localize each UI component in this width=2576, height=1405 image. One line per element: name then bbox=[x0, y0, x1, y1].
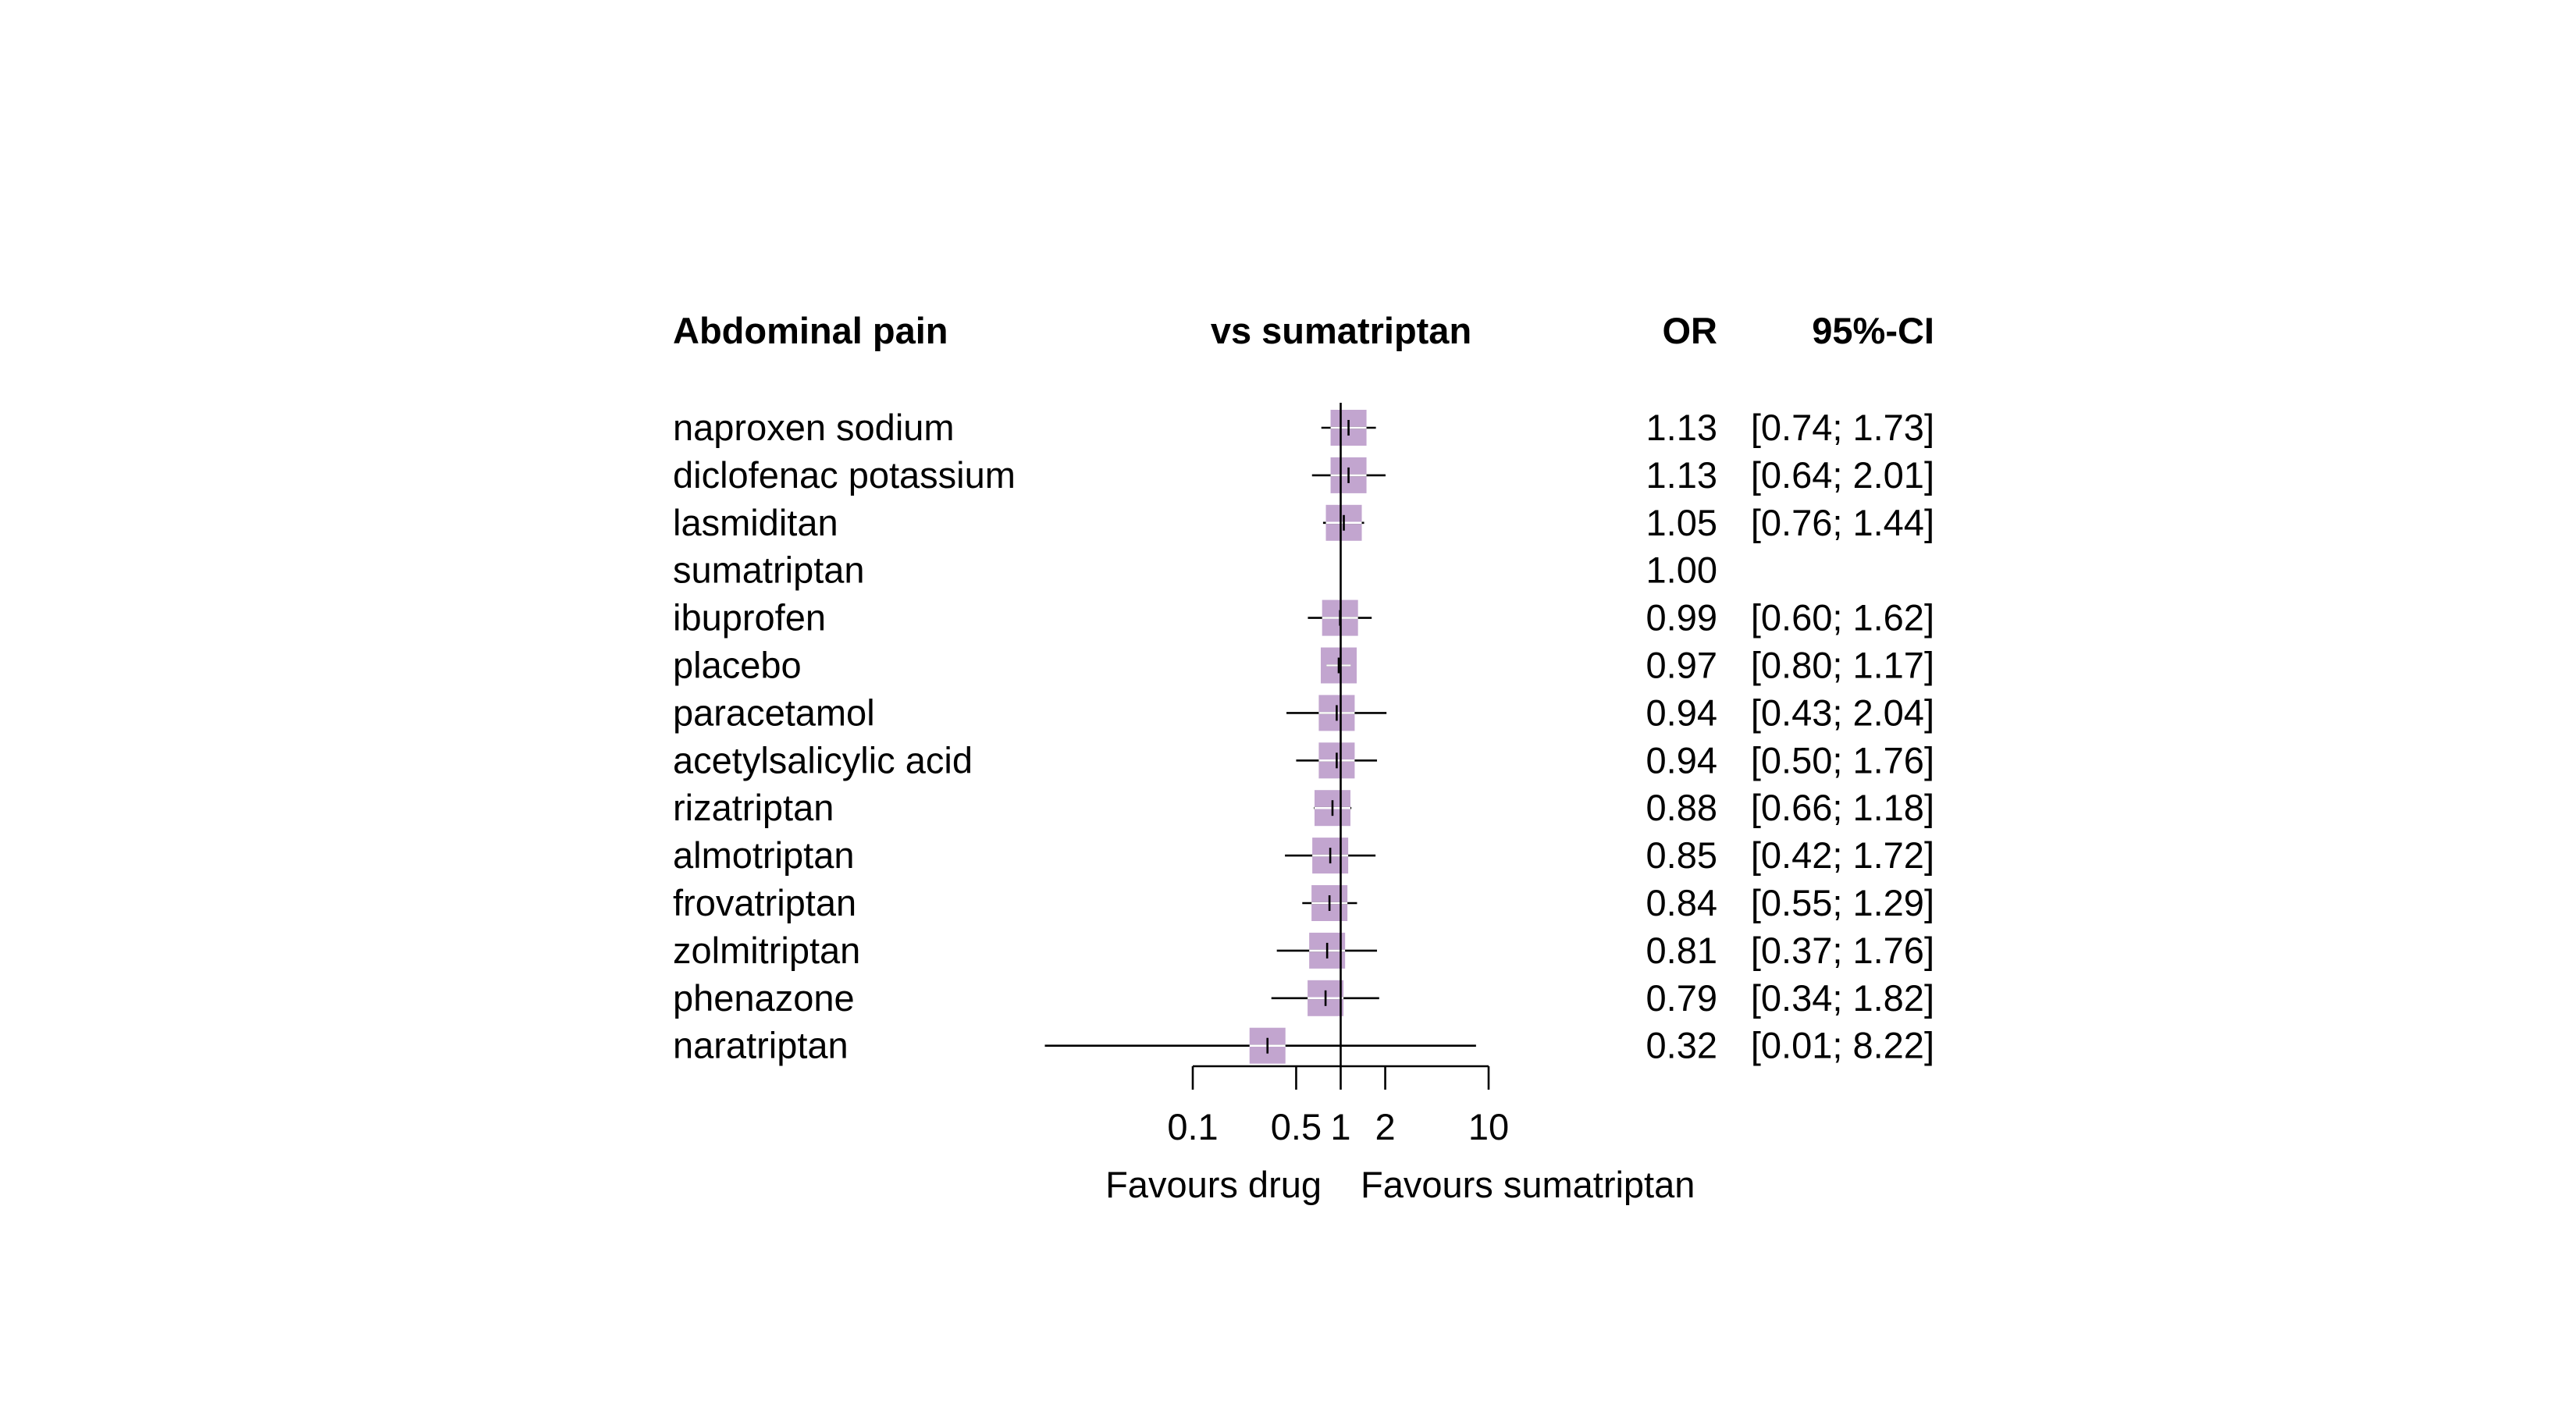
or-value: 0.81 bbox=[1646, 930, 1717, 971]
x-tick-label: 10 bbox=[1468, 1106, 1509, 1147]
treatment-label: naproxen sodium bbox=[673, 407, 955, 448]
or-value: 1.05 bbox=[1646, 502, 1717, 543]
comparison-title: vs sumatriptan bbox=[1211, 310, 1471, 351]
treatment-label: sumatriptan bbox=[673, 550, 865, 591]
or-value: 0.79 bbox=[1646, 977, 1717, 1019]
forest-row: ibuprofen 0.99 [0.60; 1.62] bbox=[673, 597, 1934, 638]
forest-row: rizatriptan 0.88 [0.66; 1.18] bbox=[673, 787, 1934, 828]
or-value: 1.00 bbox=[1646, 550, 1717, 591]
x-tick-label: 0.5 bbox=[1271, 1106, 1322, 1147]
or-value: 1.13 bbox=[1646, 407, 1717, 448]
ci-value: [0.37; 1.76] bbox=[1751, 930, 1934, 971]
or-value: 0.85 bbox=[1646, 834, 1717, 876]
ci-value: [0.80; 1.17] bbox=[1751, 645, 1934, 686]
forest-row: phenazone 0.79 [0.34; 1.82] bbox=[673, 977, 1934, 1019]
or-header: OR bbox=[1663, 310, 1718, 351]
ci-value: [0.01; 8.22] bbox=[1751, 1025, 1934, 1066]
forest-row: placebo 0.97 [0.80; 1.17] bbox=[673, 645, 1934, 686]
or-value: 0.32 bbox=[1646, 1025, 1717, 1066]
forest-row: frovatriptan 0.84 [0.55; 1.29] bbox=[673, 882, 1934, 923]
ci-value: [0.34; 1.82] bbox=[1751, 977, 1934, 1019]
ci-value: [0.64; 2.01] bbox=[1751, 454, 1934, 496]
forest-row: zolmitriptan 0.81 [0.37; 1.76] bbox=[673, 930, 1934, 971]
forest-row: acetylsalicylic acid 0.94 [0.50; 1.76] bbox=[673, 739, 1934, 781]
x-tick-label: 2 bbox=[1375, 1106, 1395, 1147]
treatment-label: phenazone bbox=[673, 977, 855, 1019]
rows-layer: naproxen sodium 1.13 [0.74; 1.73] diclofena… bbox=[673, 403, 1934, 1066]
forest-row: naproxen sodium 1.13 [0.74; 1.73] bbox=[673, 407, 1934, 448]
forest-row: lasmiditan 1.05 [0.76; 1.44] bbox=[673, 502, 1934, 543]
treatment-label: placebo bbox=[673, 645, 802, 686]
forest-row: sumatriptan 1.00 bbox=[673, 550, 1717, 591]
ci-value: [0.76; 1.44] bbox=[1751, 502, 1934, 543]
treatment-label: lasmiditan bbox=[673, 502, 838, 543]
treatment-label: frovatriptan bbox=[673, 882, 856, 923]
or-value: 0.97 bbox=[1646, 645, 1717, 686]
treatment-label: zolmitriptan bbox=[673, 930, 860, 971]
ci-value: [0.74; 1.73] bbox=[1751, 407, 1934, 448]
x-tick-label: 1 bbox=[1330, 1106, 1350, 1147]
or-value: 0.94 bbox=[1646, 692, 1717, 733]
forest-row: naratriptan 0.32 [0.01; 8.22] bbox=[673, 1025, 1934, 1066]
treatment-label: acetylsalicylic acid bbox=[673, 739, 973, 781]
ci-value: [0.50; 1.76] bbox=[1751, 739, 1934, 781]
ci-value: [0.55; 1.29] bbox=[1751, 882, 1934, 923]
forest-row: paracetamol 0.94 [0.43; 2.04] bbox=[673, 692, 1934, 733]
treatment-label: rizatriptan bbox=[673, 787, 834, 828]
x-axis: 0.1 0.5 1 2 10 bbox=[1167, 1065, 1509, 1147]
ci-value: [0.66; 1.18] bbox=[1751, 787, 1934, 828]
favours-drug-label: Favours drug bbox=[1105, 1164, 1322, 1205]
or-value: 1.13 bbox=[1646, 454, 1717, 496]
or-value: 0.88 bbox=[1646, 787, 1717, 828]
treatment-label: ibuprofen bbox=[673, 597, 826, 638]
x-tick-label: 0.1 bbox=[1167, 1106, 1218, 1147]
ci-value: [0.60; 1.62] bbox=[1751, 597, 1934, 638]
treatment-label: naratriptan bbox=[673, 1025, 849, 1066]
forest-row: diclofenac potassium 1.13 [0.64; 2.01] bbox=[673, 454, 1934, 496]
ci-value: [0.42; 1.72] bbox=[1751, 834, 1934, 876]
forest-row: almotriptan 0.85 [0.42; 1.72] bbox=[673, 834, 1934, 876]
treatment-label: almotriptan bbox=[673, 834, 855, 876]
or-value: 0.94 bbox=[1646, 739, 1717, 781]
ci-value: [0.43; 2.04] bbox=[1751, 692, 1934, 733]
ci-header: 95%-CI bbox=[1812, 310, 1934, 351]
or-value: 0.84 bbox=[1646, 882, 1717, 923]
treatment-label: diclofenac potassium bbox=[673, 454, 1016, 496]
treatment-label: paracetamol bbox=[673, 692, 875, 733]
favours-sumatriptan-label: Favours sumatriptan bbox=[1361, 1164, 1695, 1205]
or-value: 0.99 bbox=[1646, 597, 1717, 638]
outcome-title: Abdominal pain bbox=[673, 310, 948, 351]
